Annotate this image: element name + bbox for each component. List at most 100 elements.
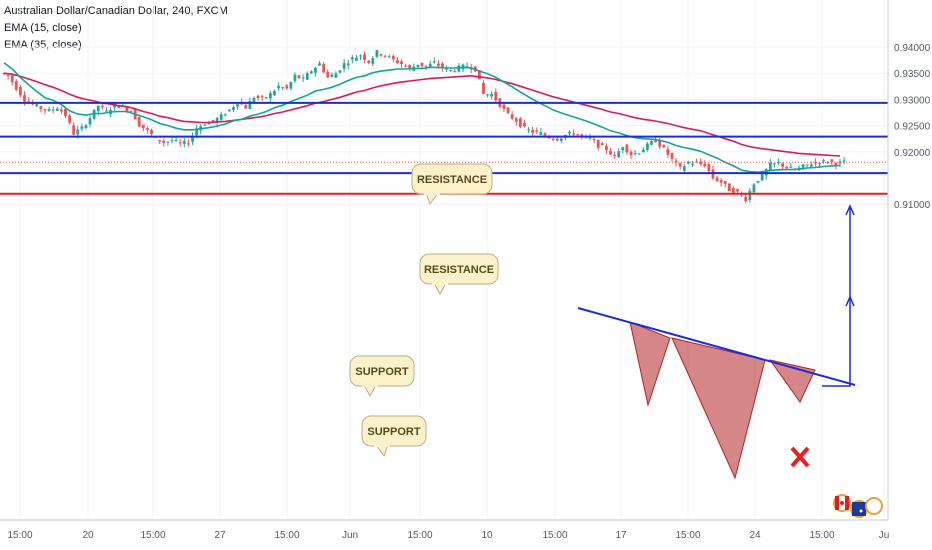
candle-body bbox=[305, 73, 309, 80]
candle-body bbox=[80, 126, 84, 129]
candle-body bbox=[187, 143, 190, 145]
candle-body bbox=[510, 114, 514, 119]
candle-body bbox=[166, 141, 170, 143]
candle-body bbox=[535, 130, 539, 132]
candle-body bbox=[105, 110, 108, 112]
time-axis: 15:00 20 15:00 27 15:00 Jun 15:00 10 15:00 17 15:0… bbox=[0, 519, 889, 541]
bubble-body bbox=[361, 415, 427, 447]
candle-body bbox=[309, 71, 313, 74]
candle-body bbox=[404, 65, 408, 67]
candle-body bbox=[490, 93, 494, 97]
candle-body bbox=[703, 163, 707, 167]
candle-body bbox=[449, 69, 453, 71]
candle-body bbox=[613, 154, 617, 156]
candle-body bbox=[707, 163, 711, 172]
y-tick-label: 0.92000 bbox=[894, 148, 931, 159]
candle-body bbox=[281, 87, 285, 89]
candle-body bbox=[96, 105, 100, 112]
annotation-bubble: SUPPORT bbox=[361, 415, 427, 458]
annotation-bubble: RESISTANCE bbox=[419, 253, 499, 296]
canada-flag-icon[interactable] bbox=[833, 494, 851, 512]
projection-arrow bbox=[822, 297, 851, 387]
candle-body bbox=[64, 109, 67, 116]
pattern-shoulder bbox=[629, 321, 671, 407]
candle-body bbox=[818, 163, 821, 165]
candle-body bbox=[232, 107, 235, 110]
bubble-body bbox=[349, 355, 415, 387]
candle-body bbox=[539, 132, 543, 135]
candle-body bbox=[596, 139, 600, 148]
candle-body bbox=[719, 180, 723, 183]
candle-body bbox=[559, 138, 563, 141]
candle-body bbox=[801, 164, 805, 168]
candle-body bbox=[264, 97, 268, 99]
events-icon[interactable] bbox=[865, 497, 883, 515]
candle-body bbox=[141, 124, 145, 129]
candle-body bbox=[785, 166, 789, 169]
candle-body bbox=[297, 75, 301, 79]
y-tick-label: 0.93500 bbox=[894, 69, 931, 80]
candle-body bbox=[699, 161, 703, 165]
candle-body bbox=[744, 196, 748, 202]
candle-body bbox=[39, 106, 43, 110]
candle-body bbox=[605, 145, 608, 151]
candle-body bbox=[88, 118, 92, 125]
candle-body bbox=[301, 77, 305, 79]
candle-body bbox=[174, 139, 178, 141]
candle-body bbox=[805, 164, 809, 166]
candle-body bbox=[14, 81, 18, 90]
candle-body bbox=[76, 129, 80, 135]
bubble-body bbox=[411, 163, 493, 195]
x-tick-label: 15:00 bbox=[140, 530, 165, 541]
y-tick-label: 0.94000 bbox=[894, 43, 931, 54]
candle-body bbox=[289, 82, 293, 89]
neckline-trendline bbox=[577, 307, 856, 386]
ema35-line bbox=[3, 72, 841, 157]
candle-body bbox=[244, 105, 248, 109]
candle-body bbox=[748, 190, 752, 201]
candle-body bbox=[408, 65, 412, 69]
bubble-label: RESISTANCE bbox=[424, 264, 494, 276]
candle-body bbox=[47, 109, 51, 111]
candle-body bbox=[580, 134, 584, 137]
candle-body bbox=[502, 104, 506, 109]
candle-body bbox=[150, 129, 153, 135]
candle-body bbox=[162, 140, 166, 143]
candle-body bbox=[55, 108, 59, 111]
candle-body bbox=[760, 173, 764, 181]
price-axis: 0.94000 0.93500 0.93000 0.92500 0.92000 0.910… bbox=[887, 0, 932, 550]
candle-body bbox=[285, 85, 289, 89]
candle-body bbox=[543, 133, 547, 136]
bubble-join bbox=[432, 280, 448, 285]
candle-body bbox=[756, 180, 760, 183]
candle-body bbox=[379, 54, 383, 56]
candle-body bbox=[273, 90, 276, 96]
annotation-bubble: RESISTANCE bbox=[411, 163, 493, 206]
x-mark bbox=[790, 446, 810, 468]
candle-body bbox=[355, 57, 358, 61]
candle-body bbox=[195, 128, 199, 136]
candle-body bbox=[691, 163, 694, 165]
x-tick-label: 15:00 bbox=[7, 530, 32, 541]
candle-body bbox=[572, 133, 576, 135]
x-tick-label: 17 bbox=[615, 530, 627, 541]
ema15-legend: EMA (15, close) bbox=[4, 22, 82, 34]
australia-flag-icon[interactable] bbox=[850, 500, 868, 518]
arrow-head-2 bbox=[845, 204, 855, 216]
y-tick-label: 0.91000 bbox=[894, 200, 931, 211]
candle-body bbox=[383, 55, 387, 57]
candle-body bbox=[203, 124, 207, 126]
x-tick-label: 15:00 bbox=[675, 530, 700, 541]
x-tick-label: 10 bbox=[481, 530, 493, 541]
candle-body bbox=[396, 60, 399, 64]
candle-body bbox=[842, 160, 846, 162]
candle-body bbox=[256, 95, 260, 99]
candle-body bbox=[789, 166, 793, 168]
candle-body bbox=[338, 70, 342, 73]
x-tick-label: 15:00 bbox=[274, 530, 299, 541]
candle-body bbox=[211, 120, 215, 122]
candle-body bbox=[326, 71, 330, 78]
candle-body bbox=[260, 96, 264, 98]
candle-body bbox=[686, 161, 690, 164]
